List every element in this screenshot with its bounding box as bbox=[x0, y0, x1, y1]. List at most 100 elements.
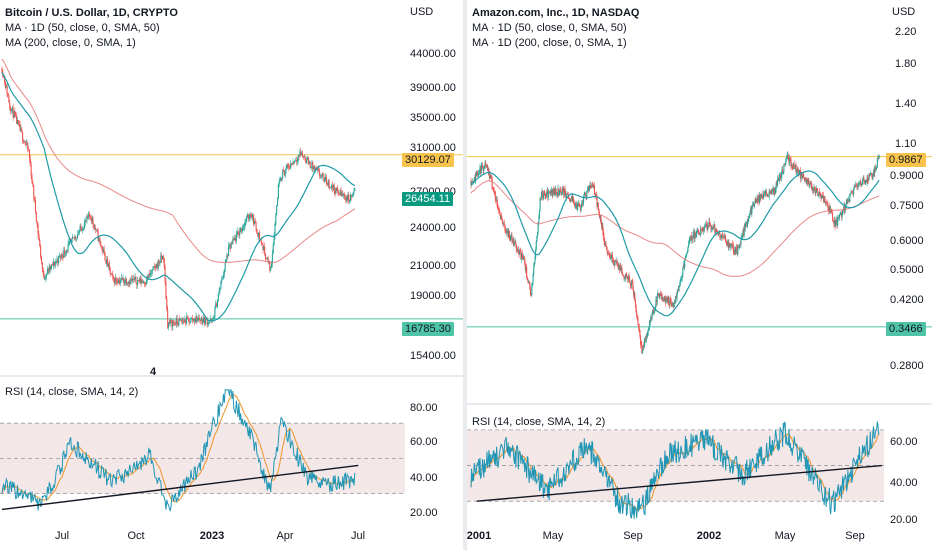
candle-body bbox=[863, 178, 865, 182]
candle-body bbox=[684, 260, 686, 268]
candle-body bbox=[803, 174, 805, 179]
candle-body bbox=[58, 255, 60, 264]
candle-body bbox=[803, 178, 805, 181]
candle-body bbox=[848, 199, 850, 202]
candle-body bbox=[74, 236, 76, 239]
candle-body bbox=[549, 191, 551, 194]
candle-body bbox=[795, 164, 797, 173]
candle-body bbox=[490, 176, 493, 179]
bitcoin-ma200-legend[interactable]: MA (200, close, 0, SMA, 1) bbox=[5, 37, 136, 49]
candle-body bbox=[335, 187, 337, 194]
candle-body bbox=[654, 306, 656, 311]
amazon-ma50-legend[interactable]: MA · 1D (50, close, 0, SMA, 50) bbox=[472, 22, 627, 34]
candle-body bbox=[485, 166, 487, 168]
candle-body bbox=[137, 280, 140, 281]
bitcoin-rsi-tick: 40.00 bbox=[410, 472, 438, 484]
ma50-line bbox=[470, 170, 880, 317]
candle-body bbox=[526, 277, 528, 280]
candle-body bbox=[736, 247, 738, 254]
candle-body bbox=[352, 192, 354, 196]
bitcoin-rsi-tick: 80.00 bbox=[410, 402, 438, 414]
candle-body bbox=[678, 286, 680, 292]
candle-body bbox=[48, 266, 50, 273]
candle-body bbox=[276, 205, 278, 214]
bitcoin-chart-canvas[interactable] bbox=[0, 0, 463, 550]
bitcoin-chart-panel[interactable]: Bitcoin / U.S. Dollar, 1D, CRYPTO MA · 1… bbox=[0, 0, 463, 550]
candle-body bbox=[313, 166, 316, 170]
candle-body bbox=[751, 205, 754, 207]
candle-body bbox=[89, 216, 91, 218]
amazon-symbol-title[interactable]: Amazon.com, Inc., 1D, NASDAQ bbox=[472, 7, 640, 19]
candle-body bbox=[519, 250, 521, 255]
candle-body bbox=[699, 234, 701, 235]
candle-body bbox=[293, 162, 295, 164]
candle-body bbox=[538, 211, 541, 219]
candle-body bbox=[860, 183, 862, 185]
candle-body bbox=[182, 320, 184, 322]
candle-body bbox=[666, 298, 668, 300]
candle-body bbox=[189, 322, 191, 323]
candle-body bbox=[772, 187, 774, 190]
candle-body bbox=[308, 161, 310, 165]
candle-body bbox=[310, 167, 312, 169]
candle-body bbox=[798, 171, 800, 175]
candle-body bbox=[319, 175, 322, 177]
candle-body bbox=[619, 265, 621, 271]
candle-body bbox=[43, 274, 45, 279]
candle-body bbox=[567, 193, 569, 195]
candle-body bbox=[474, 178, 476, 181]
candle-body bbox=[251, 215, 253, 219]
candle-body bbox=[143, 281, 146, 284]
candle-body bbox=[680, 278, 683, 280]
candle-body bbox=[302, 156, 304, 158]
candle-body bbox=[622, 275, 624, 277]
candle-body bbox=[846, 199, 848, 204]
candle-body bbox=[82, 229, 84, 231]
candle-body bbox=[159, 262, 161, 264]
candle-body bbox=[509, 238, 511, 241]
candle-body bbox=[191, 318, 193, 319]
candle-body bbox=[584, 193, 587, 195]
candle-body bbox=[528, 282, 530, 284]
candle-body bbox=[716, 231, 718, 233]
candle-body bbox=[872, 176, 874, 180]
candle-body bbox=[779, 174, 781, 176]
candle-body bbox=[623, 276, 625, 278]
candle-body bbox=[826, 203, 828, 205]
candle-body bbox=[228, 244, 231, 246]
amazon-chart-panel[interactable]: Amazon.com, Inc., 1D, NASDAQ MA · 1D (50… bbox=[467, 0, 932, 550]
candle-body bbox=[622, 273, 624, 276]
candle-body bbox=[599, 214, 601, 219]
candle-body bbox=[827, 204, 829, 210]
bitcoin-symbol-title[interactable]: Bitcoin / U.S. Dollar, 1D, CRYPTO bbox=[5, 7, 178, 19]
candle-body bbox=[514, 242, 516, 243]
panel-divider[interactable] bbox=[463, 0, 467, 550]
candle-body bbox=[12, 107, 14, 118]
candle-body bbox=[727, 241, 729, 248]
candle-body bbox=[744, 226, 746, 228]
candle-body bbox=[840, 212, 842, 214]
candle-body bbox=[855, 184, 857, 187]
candle-body bbox=[258, 232, 261, 240]
candle-body bbox=[493, 188, 495, 192]
amazon-ma200-legend[interactable]: MA · 1D (200, close, 0, SMA, 1) bbox=[472, 37, 627, 49]
candle-body bbox=[817, 194, 820, 196]
bitcoin-rsi-legend[interactable]: RSI (14, close, SMA, 14, 2) bbox=[5, 386, 139, 398]
candle-body bbox=[584, 193, 586, 195]
candle-body bbox=[841, 213, 843, 217]
candle-body bbox=[545, 195, 547, 197]
candle-body bbox=[300, 151, 302, 155]
candle-body bbox=[581, 203, 583, 205]
candle-body bbox=[68, 241, 70, 245]
candle-body bbox=[167, 309, 169, 328]
candle-body bbox=[618, 265, 621, 271]
candle-body bbox=[515, 244, 517, 251]
amazon-rsi-legend[interactable]: RSI (14, close, SMA, 14, 2) bbox=[472, 416, 606, 428]
candle-body bbox=[828, 206, 830, 211]
candle-body bbox=[663, 296, 665, 301]
candle-body bbox=[638, 327, 640, 330]
amazon-chart-canvas[interactable] bbox=[467, 0, 932, 550]
bitcoin-ma50-legend[interactable]: MA · 1D (50, close, 0, SMA, 50) bbox=[5, 22, 160, 34]
candle-body bbox=[89, 213, 91, 217]
candle-body bbox=[325, 177, 327, 181]
